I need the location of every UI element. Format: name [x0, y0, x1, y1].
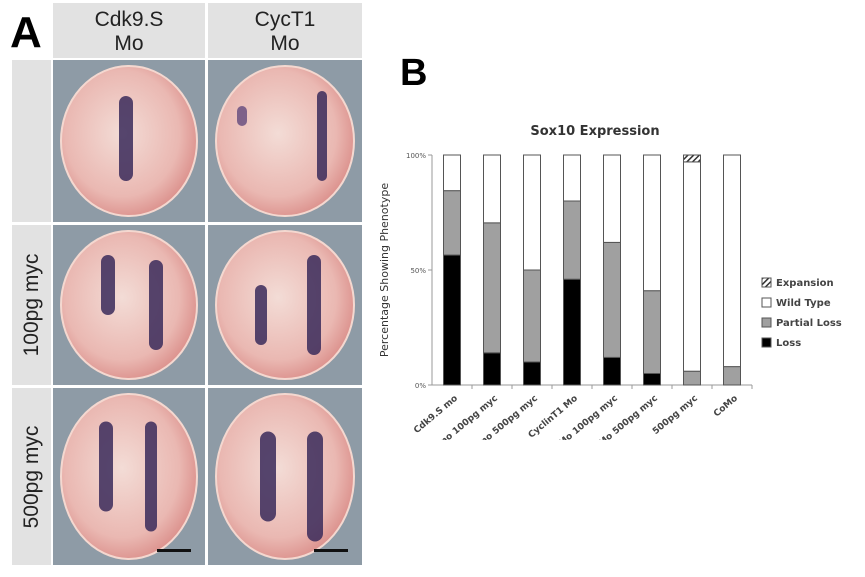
column-header-line: Mo [114, 32, 144, 55]
legend-swatch [761, 337, 772, 348]
y-tick-label: 0% [415, 382, 426, 390]
stain-stripe [260, 431, 276, 522]
bar-segment-loss [563, 278, 581, 386]
bar-segment-partial-loss [483, 222, 501, 354]
bar-segment-loss [483, 352, 501, 386]
column-header-line: CycT1 [254, 8, 316, 31]
x-tick-label: CoMo [712, 394, 740, 420]
legend-label: Loss [776, 338, 801, 349]
bar-segment-loss [523, 361, 541, 386]
row-header-1 [12, 60, 51, 222]
bar-segment-partial-loss [443, 190, 461, 256]
stain-stripe [307, 431, 323, 542]
bar-segment-wild-type [483, 154, 501, 224]
panel-a-label: A [10, 8, 42, 57]
embryo-image [208, 60, 362, 222]
column-header-line: Mo [270, 32, 300, 55]
y-tick-label: 100% [406, 152, 426, 160]
column-header-cyct1: CycT1 Mo [208, 3, 362, 58]
bar-segment-partial-loss [603, 241, 621, 358]
bar-segment-wild-type [443, 154, 461, 192]
stain-stripe [255, 285, 267, 345]
stain-stripe [307, 255, 321, 355]
legend-label: Expansion [776, 278, 834, 289]
bar-segment-wild-type [643, 154, 661, 292]
bar-segment-partial-loss [683, 370, 701, 386]
bar-segment-wild-type [523, 154, 541, 271]
panel-b-label: B [400, 52, 428, 94]
embryo-image [53, 388, 205, 565]
legend-label: Wild Type [776, 298, 831, 309]
bar-segment-wild-type [723, 154, 741, 368]
chart-title: Sox10 Expression [530, 124, 659, 139]
legend-swatch [761, 317, 772, 328]
bar-segment-loss [443, 254, 461, 386]
stain-stripe [237, 106, 247, 126]
y-tick-label: 50% [410, 267, 426, 275]
bar-segment-expansion [683, 154, 701, 163]
y-axis-label: Percentage Showing Phenotype [378, 183, 391, 357]
bar-segment-partial-loss [563, 200, 581, 280]
stain-stripe [149, 260, 163, 350]
bar-segment-partial-loss [643, 290, 661, 374]
row-header-2: 100pg myc [12, 225, 51, 385]
bar-segment-loss [603, 356, 621, 386]
bar-segment-wild-type [683, 161, 701, 372]
bar-segment-wild-type [563, 154, 581, 202]
bar-segment-wild-type [603, 154, 621, 243]
stacked-bar-chart: Sox10 Expression Percentage Showing Phen… [378, 124, 842, 440]
legend-swatch [761, 277, 772, 288]
legend-label: Partial Loss [776, 318, 842, 329]
stain-stripe [101, 255, 115, 315]
column-header-cdk9: Cdk9.S Mo [53, 3, 205, 58]
embryo-image [53, 60, 205, 222]
scale-bar [314, 549, 348, 552]
embryo-image [208, 225, 362, 385]
stain-stripe [145, 421, 157, 532]
bar-segment-partial-loss [523, 269, 541, 363]
stain-stripe [317, 91, 327, 181]
embryo-image [208, 388, 362, 565]
bar-segment-loss [643, 373, 661, 386]
legend-swatch [761, 297, 772, 308]
bar-segment-partial-loss [723, 366, 741, 386]
scale-bar [157, 549, 191, 552]
row-header-3: 500pg myc [12, 388, 51, 565]
column-header-line: Cdk9.S [94, 8, 164, 31]
stain-stripe [119, 96, 133, 181]
stain-stripe [99, 421, 113, 512]
embryo-image [53, 225, 205, 385]
